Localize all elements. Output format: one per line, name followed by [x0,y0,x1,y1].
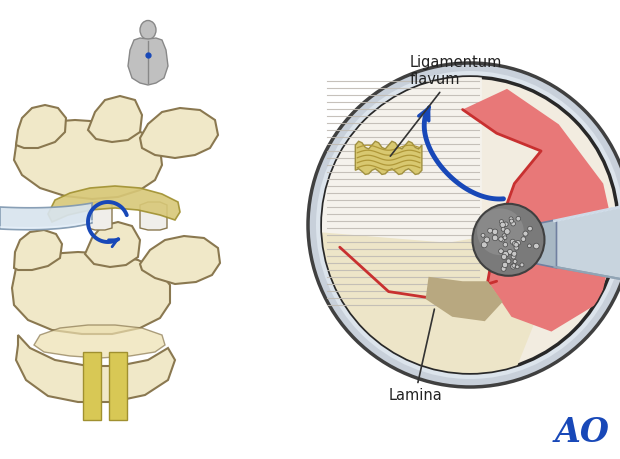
Circle shape [499,219,503,224]
Circle shape [513,259,517,263]
Circle shape [511,221,515,226]
Ellipse shape [140,21,156,39]
Polygon shape [12,252,170,334]
Circle shape [512,251,517,256]
Circle shape [472,204,544,276]
Circle shape [501,266,506,271]
Polygon shape [554,206,620,280]
Circle shape [498,237,503,241]
Circle shape [507,249,512,254]
Circle shape [511,254,516,259]
Polygon shape [16,105,66,148]
Bar [109,352,127,420]
Polygon shape [0,203,92,230]
Circle shape [510,219,513,223]
Polygon shape [128,38,168,85]
Circle shape [523,231,528,236]
Circle shape [498,249,503,253]
Circle shape [515,241,520,246]
Polygon shape [355,141,422,174]
Polygon shape [140,108,218,158]
Circle shape [502,262,508,268]
Circle shape [500,238,505,242]
Polygon shape [425,277,503,321]
Text: AO: AO [554,415,609,448]
Circle shape [520,263,524,267]
Circle shape [506,259,511,263]
Circle shape [512,241,517,246]
Circle shape [514,242,518,247]
Circle shape [521,237,526,241]
Circle shape [481,242,487,248]
Circle shape [502,254,507,259]
Polygon shape [14,120,162,199]
Circle shape [316,71,620,379]
Circle shape [503,242,508,247]
Polygon shape [14,230,62,270]
Circle shape [514,243,519,247]
Circle shape [514,245,519,250]
Polygon shape [140,236,220,284]
Circle shape [488,228,492,233]
Circle shape [481,233,485,237]
Circle shape [501,227,505,231]
Circle shape [534,243,539,249]
Circle shape [503,222,508,226]
Circle shape [322,77,618,373]
Circle shape [528,226,533,231]
Polygon shape [85,222,140,267]
Circle shape [512,264,516,268]
Polygon shape [48,186,180,222]
Circle shape [477,208,524,255]
Polygon shape [463,89,615,331]
Circle shape [484,237,490,242]
Polygon shape [536,220,557,268]
Circle shape [516,216,521,221]
Circle shape [502,234,507,238]
Circle shape [528,244,531,248]
Circle shape [504,229,510,235]
Polygon shape [16,335,175,402]
Circle shape [492,229,498,235]
Circle shape [511,264,516,269]
Polygon shape [34,325,165,358]
Circle shape [503,252,508,257]
Circle shape [500,222,505,228]
Circle shape [509,217,513,221]
Text: Lamina: Lamina [388,309,442,403]
Polygon shape [140,202,167,230]
Circle shape [308,63,620,387]
Polygon shape [88,96,142,142]
Text: Ligamentum
flavum: Ligamentum flavum [391,55,502,156]
Polygon shape [322,77,482,243]
Polygon shape [88,202,112,230]
Circle shape [510,239,515,244]
Circle shape [515,265,519,269]
Polygon shape [322,218,544,373]
Bar [83,352,101,420]
Circle shape [492,235,498,241]
Circle shape [503,236,507,240]
